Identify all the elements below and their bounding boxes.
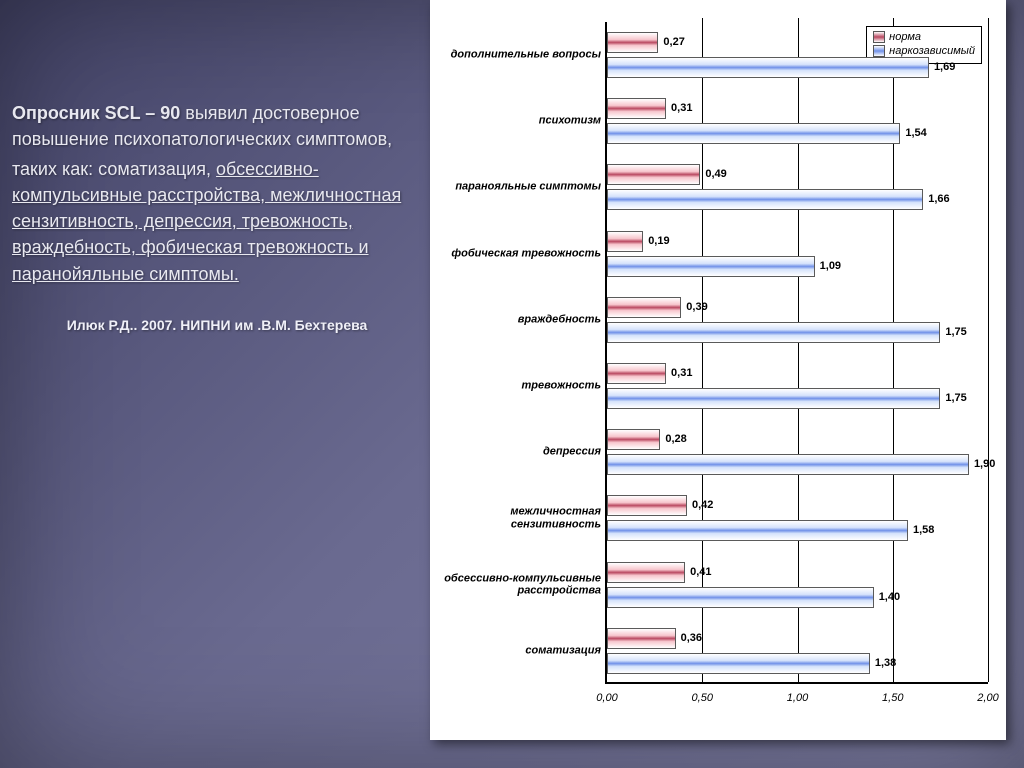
gridline <box>988 18 989 682</box>
value-label-narko: 1,38 <box>875 657 896 669</box>
bar-norma <box>607 231 643 252</box>
bar-narko <box>607 653 870 674</box>
value-label-narko: 1,75 <box>945 392 966 404</box>
value-label-norma: 0,28 <box>665 433 686 445</box>
bar-norma <box>607 32 658 53</box>
x-tick-label: 0,00 <box>596 692 617 704</box>
bar-norma <box>607 363 666 384</box>
bar-norma <box>607 562 685 583</box>
bar-norma <box>607 628 676 649</box>
value-label-norma: 0,42 <box>692 499 713 511</box>
bar-narko <box>607 256 815 277</box>
value-label-norma: 0,31 <box>671 102 692 114</box>
bold-lead: Опросник SCL – 90 <box>12 103 180 123</box>
value-label-narko: 1,54 <box>905 127 926 139</box>
chart-plot: норма наркозависимый 0,000,501,001,502,0… <box>605 22 988 684</box>
value-label-norma: 0,39 <box>686 301 707 313</box>
value-label-narko: 1,40 <box>879 591 900 603</box>
chart-group: межличностная сензитивность0,421,58 <box>607 485 988 551</box>
chart-group: тревожность0,311,75 <box>607 353 988 419</box>
bar-norma <box>607 495 687 516</box>
bar-norma <box>607 98 666 119</box>
category-label: дополнительные вопросы <box>441 49 601 62</box>
bar-norma <box>607 429 660 450</box>
chart-group: депрессия0,281,90 <box>607 419 988 485</box>
value-label-norma: 0,27 <box>663 36 684 48</box>
chart-group: дополнительные вопросы0,271,69 <box>607 22 988 88</box>
bar-norma <box>607 164 700 185</box>
para-prefix: таких как: соматизация, <box>12 159 216 179</box>
category-label: фобическая тревожность <box>441 247 601 260</box>
value-label-norma: 0,41 <box>690 566 711 578</box>
bar-narko <box>607 520 908 541</box>
chart-group: фобическая тревожность0,191,09 <box>607 221 988 287</box>
chart-group: паранояльные симптомы0,491,66 <box>607 154 988 220</box>
category-label: психотизм <box>441 115 601 128</box>
category-label: тревожность <box>441 380 601 393</box>
value-label-narko: 1,66 <box>928 193 949 205</box>
value-label-norma: 0,49 <box>705 168 726 180</box>
bar-narko <box>607 322 940 343</box>
category-label: межличностная сензитивность <box>441 506 601 531</box>
category-label: обсессивно-компульсивные расстройства <box>441 572 601 597</box>
value-label-narko: 1,09 <box>820 260 841 272</box>
value-label-norma: 0,31 <box>671 367 692 379</box>
x-tick-label: 1,00 <box>787 692 808 704</box>
bar-norma <box>607 297 681 318</box>
chart-card: норма наркозависимый 0,000,501,001,502,0… <box>430 0 1006 740</box>
text-panel: Опросник SCL – 90 выявил достоверное пов… <box>12 100 422 333</box>
paragraph: Опросник SCL – 90 выявил достоверное пов… <box>12 100 422 152</box>
chart-group: обсессивно-компульсивные расстройства0,4… <box>607 552 988 618</box>
category-label: депрессия <box>441 446 601 459</box>
value-label-norma: 0,36 <box>681 632 702 644</box>
chart-group: соматизация0,361,38 <box>607 618 988 684</box>
bar-narko <box>607 123 900 144</box>
x-tick-label: 1,50 <box>882 692 903 704</box>
bar-narko <box>607 388 940 409</box>
bar-narko <box>607 587 874 608</box>
value-label-norma: 0,19 <box>648 235 669 247</box>
x-tick-label: 0,50 <box>692 692 713 704</box>
bar-narko <box>607 57 929 78</box>
category-label: соматизация <box>441 645 601 658</box>
bar-narko <box>607 454 969 475</box>
bar-narko <box>607 189 923 210</box>
category-label: паранояльные симптомы <box>441 181 601 194</box>
value-label-narko: 1,75 <box>945 326 966 338</box>
value-label-narko: 1,69 <box>934 61 955 73</box>
value-label-narko: 1,58 <box>913 524 934 536</box>
citation: Илюк Р.Д.. 2007. НИПНИ им .В.М. Бехтерев… <box>12 317 422 333</box>
category-label: враждебность <box>441 314 601 327</box>
x-tick-label: 2,00 <box>977 692 998 704</box>
value-label-narko: 1,90 <box>974 458 995 470</box>
chart-group: враждебность0,391,75 <box>607 287 988 353</box>
paragraph-line2: таких как: соматизация, обсессивно-компу… <box>12 156 422 286</box>
chart-group: психотизм0,311,54 <box>607 88 988 154</box>
